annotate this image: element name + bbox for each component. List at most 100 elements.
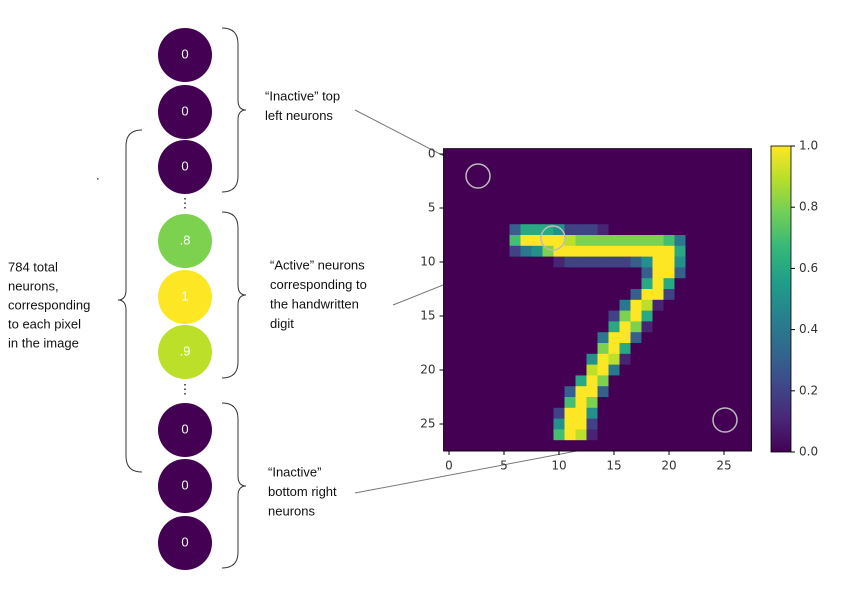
pixel	[531, 310, 543, 322]
pixel	[641, 289, 653, 301]
pixel	[586, 148, 598, 160]
pixel	[542, 235, 554, 247]
pixel	[575, 148, 587, 160]
pixel	[674, 181, 686, 193]
pixel	[652, 407, 664, 419]
pixel	[586, 278, 598, 290]
pixel	[542, 213, 554, 225]
pixel	[696, 418, 708, 430]
pixel	[443, 181, 455, 193]
pixel	[597, 407, 609, 419]
pixel	[608, 181, 620, 193]
pixel	[520, 181, 532, 193]
pixel	[476, 202, 488, 214]
pixel	[608, 224, 620, 236]
pixel	[707, 191, 719, 203]
pixel	[740, 213, 752, 225]
pixel	[498, 170, 510, 182]
pixel	[575, 440, 587, 452]
pixel	[575, 332, 587, 344]
pixel	[520, 148, 532, 160]
pixel	[663, 429, 675, 441]
pixel	[454, 310, 466, 322]
pixel	[476, 440, 488, 452]
pixel	[443, 397, 455, 409]
pixel	[652, 429, 664, 441]
pixel	[498, 224, 510, 236]
pixel	[487, 245, 499, 257]
pixel	[498, 289, 510, 301]
pixel	[674, 289, 686, 301]
pixel	[597, 159, 609, 171]
pixel	[454, 364, 466, 376]
pixel	[597, 397, 609, 409]
pixel	[630, 364, 642, 376]
pixel	[630, 181, 642, 193]
pixel	[542, 332, 554, 344]
pixel	[586, 191, 598, 203]
pixel	[454, 299, 466, 311]
pixel	[696, 267, 708, 279]
pixel	[641, 278, 653, 290]
pixel	[630, 289, 642, 301]
pixel	[564, 397, 576, 409]
pixel	[729, 321, 741, 333]
neuron	[158, 325, 212, 379]
pixel	[531, 235, 543, 247]
pixel	[443, 332, 455, 344]
pixel	[652, 224, 664, 236]
pixel	[553, 278, 565, 290]
y-tick-label: 25	[420, 417, 435, 431]
pixel	[553, 364, 565, 376]
pixel	[597, 418, 609, 430]
pixel	[674, 418, 686, 430]
pixel	[476, 289, 488, 301]
pixel	[740, 224, 752, 236]
pixel	[619, 159, 631, 171]
pixel	[707, 224, 719, 236]
pixel	[641, 321, 653, 333]
colorbar-tick-label: 0.8	[799, 200, 818, 214]
pixel	[465, 267, 477, 279]
pixel	[443, 148, 455, 160]
pixel	[520, 321, 532, 333]
pixel	[498, 181, 510, 193]
pixel	[531, 332, 543, 344]
pixel	[542, 343, 554, 355]
pixel	[487, 332, 499, 344]
pixel	[531, 278, 543, 290]
pixel	[608, 267, 620, 279]
neuron-value: 0	[181, 103, 188, 118]
pixel	[718, 353, 730, 365]
pixel	[476, 386, 488, 398]
pixel	[498, 202, 510, 214]
pixel	[718, 202, 730, 214]
pixel	[619, 299, 631, 311]
pixel	[476, 397, 488, 409]
pixel	[454, 245, 466, 257]
pixel	[553, 310, 565, 322]
pixel	[696, 343, 708, 355]
pixel	[729, 224, 741, 236]
pixel	[718, 375, 730, 387]
pixel	[718, 440, 730, 452]
pixel	[685, 364, 697, 376]
pixel	[729, 235, 741, 247]
pixel	[696, 429, 708, 441]
pixel	[652, 181, 664, 193]
pixel	[696, 407, 708, 419]
pixel	[465, 224, 477, 236]
pixel	[685, 429, 697, 441]
pixel	[553, 159, 565, 171]
pixel	[575, 213, 587, 225]
x-tick-label: 10	[551, 459, 566, 473]
pixel	[542, 245, 554, 257]
pixel	[674, 191, 686, 203]
pixel	[465, 256, 477, 268]
pixel	[740, 321, 752, 333]
pixel	[487, 440, 499, 452]
pixel	[542, 375, 554, 387]
pixel	[729, 191, 741, 203]
pixel	[740, 418, 752, 430]
pixel	[729, 181, 741, 193]
